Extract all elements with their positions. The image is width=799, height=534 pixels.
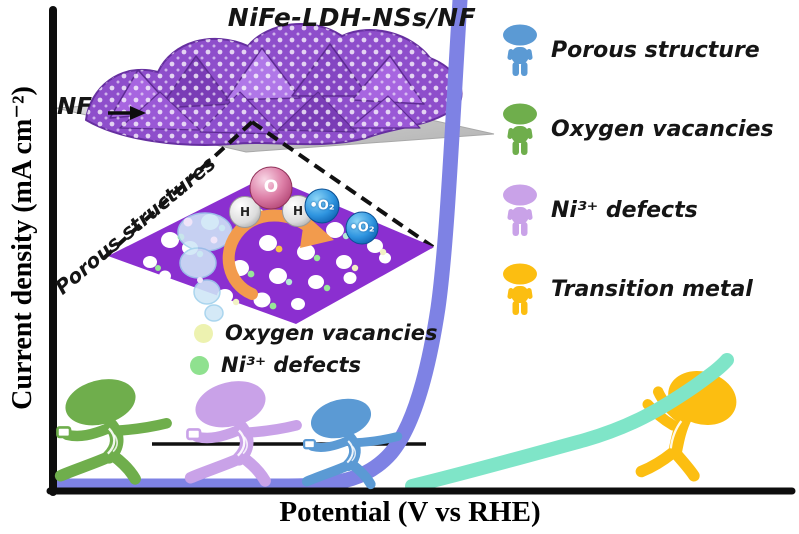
- o2-bubble-upper: [304, 188, 340, 224]
- legend-item-porous-structure: Porous structure: [501, 24, 760, 77]
- o2-label-lower: •O₂: [349, 220, 375, 236]
- inline-legend-oxygen-vacancies: Oxygen vacancies: [194, 321, 437, 345]
- water-splash: [177, 212, 233, 322]
- o-sphere: [249, 166, 293, 210]
- inline-legend-label: Oxygen vacancies: [225, 321, 438, 345]
- catalyst-curve: [49, 0, 468, 494]
- h-atom-label-left: H: [239, 205, 251, 219]
- legend-item-oxygen-vacancies: Oxygen vacancies: [501, 103, 774, 156]
- person-icon-shape: [503, 103, 537, 155]
- person-icon-shape: [503, 24, 537, 76]
- o-atom-label: O: [263, 177, 279, 197]
- legend-item-transition-metal: Transition metal: [501, 263, 753, 316]
- person-icon-shape: [503, 184, 537, 236]
- nanosheet-cluster: [85, 23, 463, 146]
- ni-defects-puller-figure: [187, 374, 296, 481]
- oxygen-vacancy-dot: [194, 323, 213, 343]
- person-icon: [503, 24, 537, 76]
- inline-legend-label: Ni³⁺ defects: [221, 353, 362, 377]
- porous-sheet-diamond: [108, 176, 434, 324]
- zoom-dashed-lines: [102, 120, 435, 260]
- person-icon: [503, 263, 537, 315]
- legend-label: Porous structure: [551, 38, 760, 63]
- inline-legend-ni-defects: Ni³⁺ defects: [190, 353, 361, 377]
- o2-label-upper: •O₂: [309, 198, 335, 214]
- nf-label: NF: [57, 94, 92, 120]
- person-icon-shape: [503, 263, 537, 315]
- o2-bubble-lower: [345, 211, 379, 245]
- nf-arrow: [108, 106, 146, 120]
- x-axis-label: Potential (V vs RHE): [279, 496, 541, 528]
- legend-label: Oxygen vacancies: [551, 117, 774, 142]
- oxygen-vacancies-puller-figure: [57, 372, 166, 479]
- legend-item-ni-defects: Ni³⁺ defects: [501, 184, 698, 237]
- legend-label: Ni³⁺ defects: [551, 198, 698, 223]
- person-icon: [503, 184, 537, 236]
- ni-defect-dot: [190, 355, 209, 375]
- porous-structure-puller-figure: [304, 393, 398, 484]
- h-sphere-left: [229, 196, 261, 228]
- legend-label: Transition metal: [551, 277, 753, 302]
- sample-title: NiFe-LDH-NSs/NF: [227, 3, 477, 32]
- h-atom-label-right: H: [292, 204, 304, 218]
- y-axis-label: Current density (mA cm⁻²): [7, 86, 38, 410]
- person-icon: [503, 103, 537, 155]
- reference-curve: [405, 353, 734, 493]
